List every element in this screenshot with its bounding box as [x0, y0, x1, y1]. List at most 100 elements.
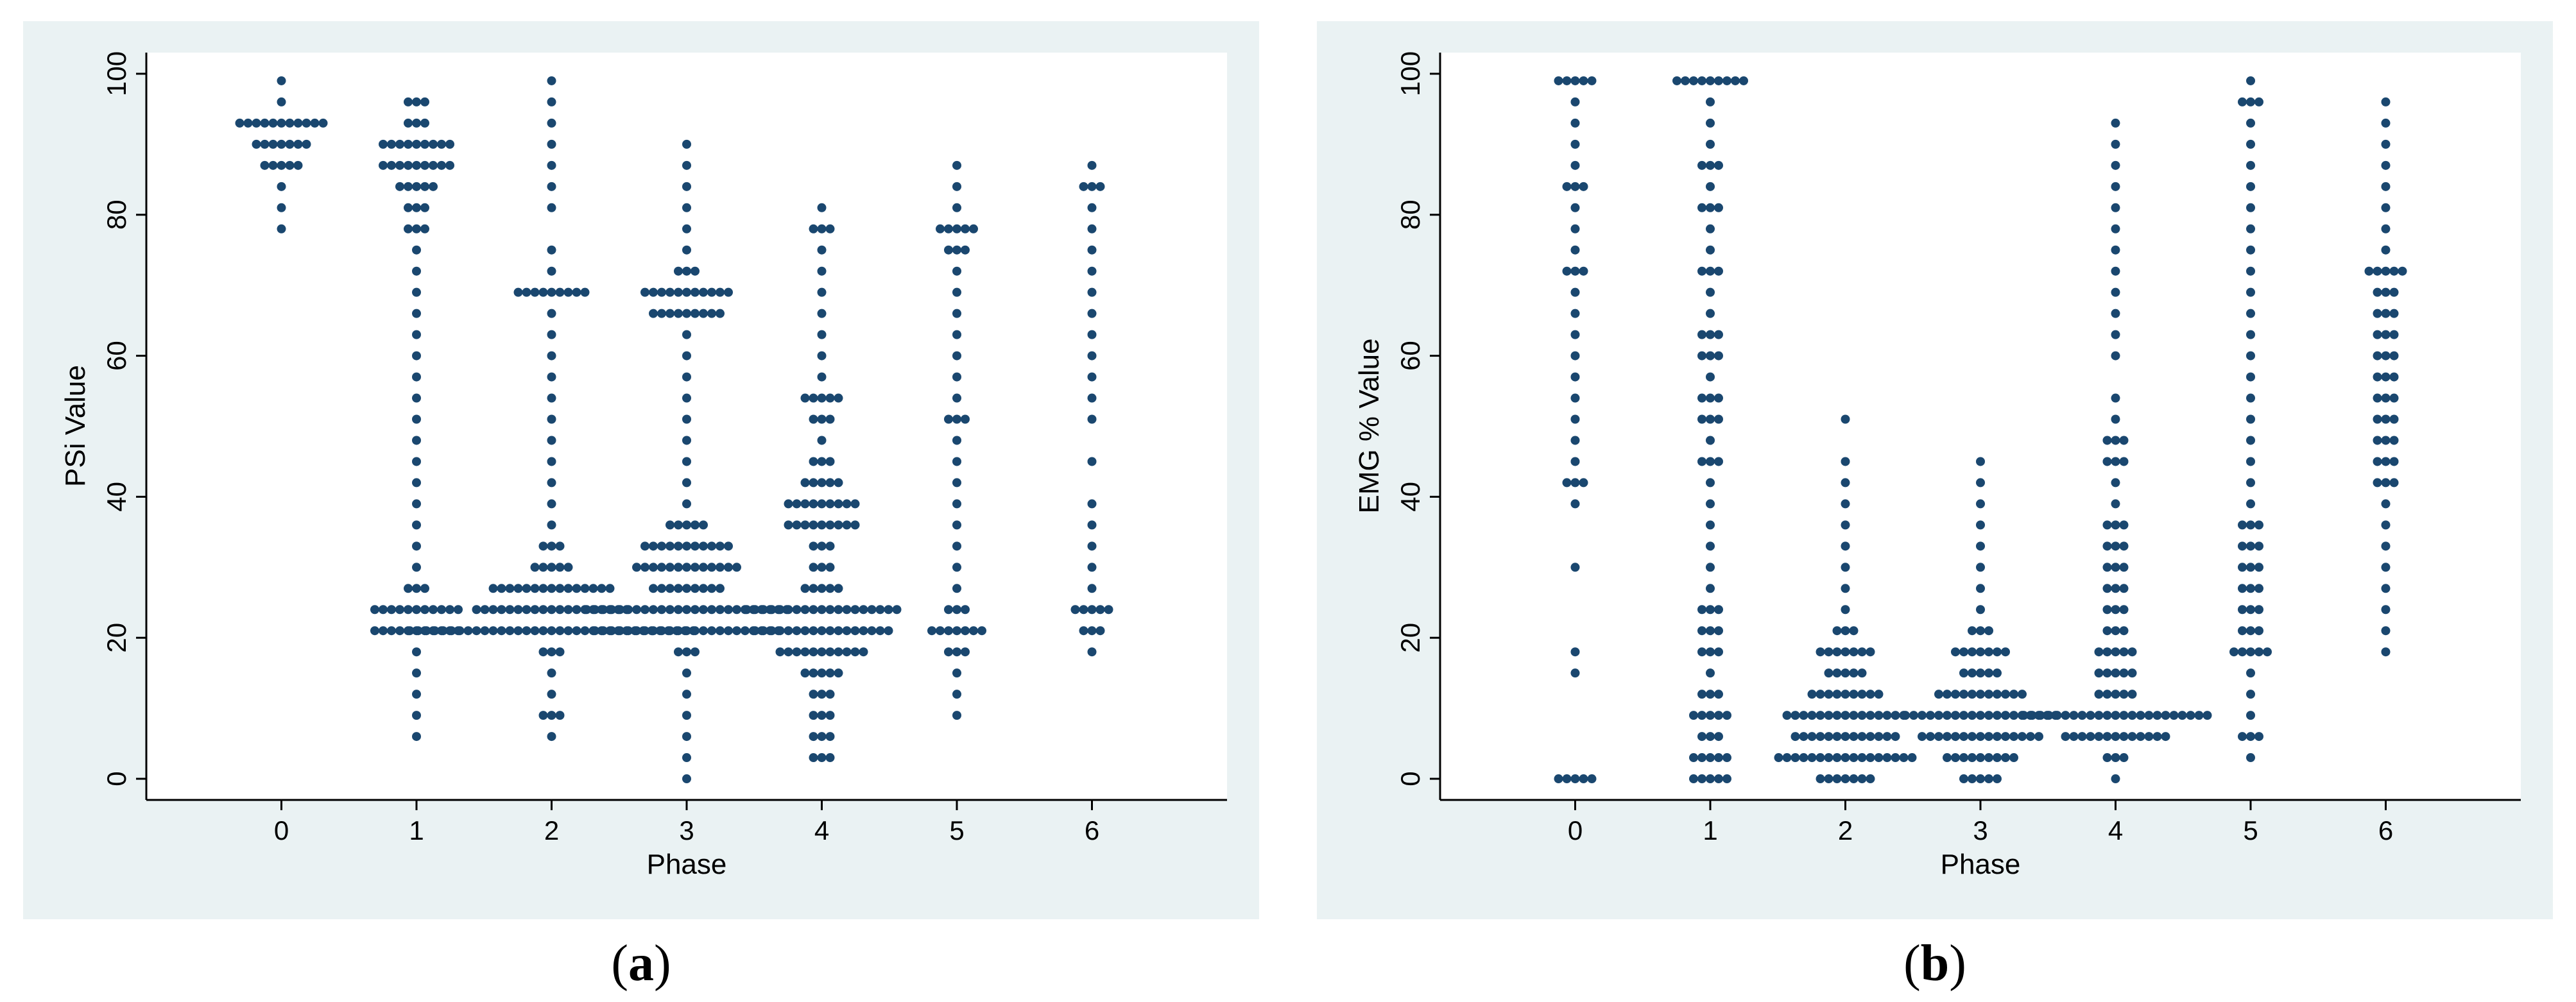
panel-a-data-point	[682, 160, 691, 170]
panel-b-data-point	[1943, 711, 1952, 720]
panel-a-data-point	[268, 118, 278, 128]
panel-a-data-point	[412, 690, 421, 699]
panel-b-data-point	[1706, 224, 1715, 234]
panel-a-data-point	[547, 309, 556, 318]
panel-b-data-point	[2381, 436, 2391, 445]
panel-a-data-point	[379, 605, 388, 615]
panel-b-data-point	[2381, 478, 2391, 488]
panel-a-y-tick-label: 20	[101, 623, 132, 653]
panel-a-data-point	[842, 647, 852, 657]
panel-b-data-point	[1832, 774, 1842, 784]
panel-b-axes: 0 20 40 60 80 100 0 1 2 3 4 5 6	[1395, 51, 2521, 845]
panel-b-data-point	[1901, 711, 1910, 720]
panel-a-data-point	[809, 584, 818, 593]
panel-b-data-point	[2186, 711, 2195, 720]
panel-b-data-point	[1959, 732, 1968, 742]
panel-a-data-point	[952, 711, 961, 720]
panel-a-data-point	[412, 478, 421, 488]
panel-a-data-point	[817, 372, 827, 382]
panel-a-data-point	[412, 351, 421, 361]
panel-a-data-point	[1087, 309, 1097, 318]
panel-a-data-point	[691, 647, 700, 657]
panel-b-data-point	[1722, 753, 1731, 763]
panel-b-data-point	[1706, 76, 1715, 85]
panel-b-data-point	[1579, 266, 1588, 276]
panel-b-data-point	[2238, 97, 2247, 106]
panel-b-data-point	[1706, 330, 1715, 339]
panel-b-data-point	[1832, 668, 1842, 678]
panel-b-data-point	[2052, 711, 2062, 720]
panel-b-data-point	[1874, 711, 1884, 720]
panel-a-data-point	[699, 287, 708, 297]
panel-a-data-point	[530, 287, 540, 297]
panel-b-data-point	[2238, 520, 2247, 530]
panel-a-data-point	[277, 224, 286, 234]
panel-a-data-point	[825, 711, 835, 720]
panel-a-data-point	[1095, 182, 1105, 191]
panel-a-data-point	[580, 287, 590, 297]
panel-a-data-point	[809, 605, 818, 615]
panel-a-data-point	[538, 626, 548, 636]
panel-a-data-point	[825, 224, 835, 234]
panel-b-data-point	[1706, 563, 1715, 572]
panel-a-data-point	[547, 605, 556, 615]
panel-a-data-marks	[235, 76, 1113, 784]
panel-b-data-point	[2034, 732, 2043, 742]
panel-a-data-point	[513, 605, 523, 615]
panel-a-data-point	[682, 436, 691, 445]
panel-a-data-point	[809, 668, 818, 678]
panel-a-data-point	[547, 711, 556, 720]
panel-b-data-point	[1866, 690, 1875, 699]
panel-b-data-point	[1570, 97, 1580, 106]
panel-b-data-point	[2254, 541, 2263, 551]
panel-b-data-point	[2381, 330, 2391, 339]
panel-a-data-point	[825, 626, 835, 636]
panel-a-data-point	[513, 287, 523, 297]
panel-a-data-point	[387, 139, 396, 149]
panel-a-data-point	[412, 224, 421, 234]
panel-a-data-point	[775, 605, 785, 615]
panel-a-data-point	[682, 584, 691, 593]
panel-a-data-point	[445, 139, 454, 149]
panel-a-data-point	[538, 605, 548, 615]
panel-a-data-point	[268, 139, 278, 149]
panel-a-data-point	[691, 287, 700, 297]
panel-a-data-point	[834, 668, 843, 678]
panel-a-data-point	[665, 520, 674, 530]
panel-b-data-point	[1849, 711, 1859, 720]
panel-b-data-point	[1706, 520, 1715, 530]
panel-a-data-point	[825, 520, 835, 530]
panel-b-data-point	[2019, 711, 2029, 720]
panel-b-data-point	[1706, 351, 1715, 361]
panel-a-data-point	[800, 520, 810, 530]
panel-b-data-point	[2381, 203, 2391, 212]
panel-b-data-point	[1706, 626, 1715, 636]
panel-a-data-point	[825, 478, 835, 488]
panel-a-data-point	[547, 160, 556, 170]
panel-b-data-point	[1934, 690, 1943, 699]
panel-b-data-point	[1807, 732, 1817, 742]
panel-b-data-point	[2263, 647, 2272, 657]
panel-b-data-point	[1984, 690, 1993, 699]
panel-b-data-point	[1722, 774, 1731, 784]
panel-b-data-point	[1874, 732, 1884, 742]
panel-a-data-point	[429, 139, 438, 149]
panel-a-data-point	[707, 541, 716, 551]
panel-b-data-point	[1722, 711, 1731, 720]
panel-b-data-point	[1807, 690, 1817, 699]
panel-b-data-point	[1714, 160, 1723, 170]
panel-b-data-point	[2246, 245, 2255, 255]
panel-b-data-point	[2061, 732, 2070, 742]
panel-b-data-point	[1934, 711, 1943, 720]
panel-a-data-point	[547, 118, 556, 128]
panel-b-data-point	[2381, 605, 2391, 615]
panel-b-data-point	[1570, 372, 1580, 382]
panel-a-data-point	[682, 203, 691, 212]
panel-a-data-point	[547, 563, 556, 572]
panel-a-data-point	[809, 499, 818, 509]
panel-b-data-point	[1570, 139, 1580, 149]
panel-b-data-point	[1782, 711, 1792, 720]
panel-a-data-point	[775, 626, 785, 636]
panel-b-data-point	[1984, 774, 1993, 784]
